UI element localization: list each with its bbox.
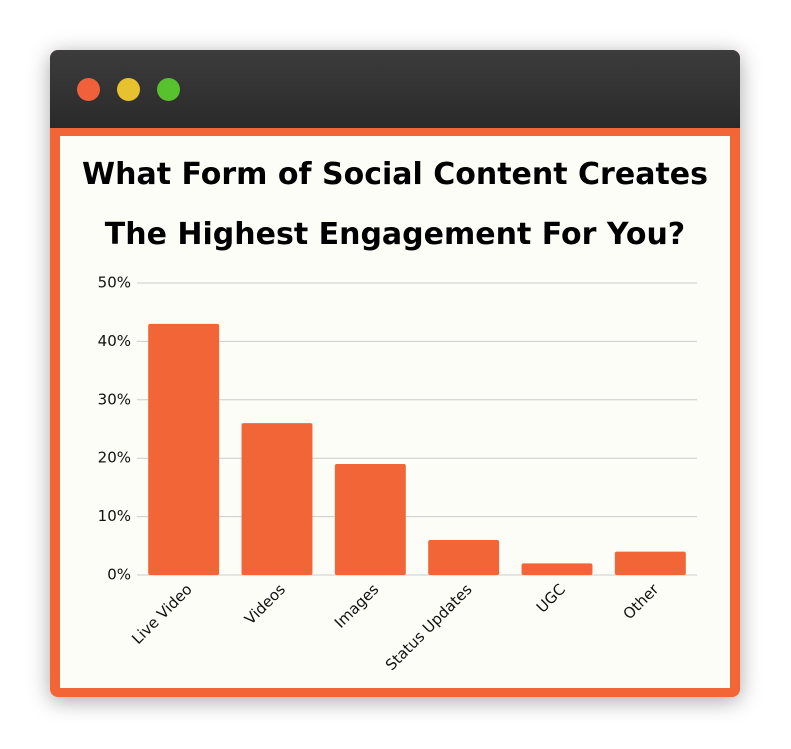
maximize-button[interactable] — [157, 78, 180, 101]
bar — [428, 539, 500, 575]
y-tick-label: 20% — [98, 449, 131, 467]
browser-window — [50, 50, 740, 697]
x-tick-label: Live Video — [128, 580, 195, 647]
minimize-button[interactable] — [117, 78, 140, 101]
y-tick-label: 0% — [107, 566, 131, 584]
x-tick-label: Videos — [241, 580, 289, 628]
y-tick-label: 10% — [98, 507, 131, 525]
x-tick-label: Other — [619, 580, 662, 623]
chart-title: What Form of Social Content Creates The … — [82, 157, 708, 252]
bar — [241, 423, 313, 575]
x-tick-label: Status Updates — [382, 580, 476, 674]
bar — [521, 563, 593, 575]
y-tick-label: 50% — [98, 274, 131, 292]
bar — [148, 323, 220, 575]
y-tick-label: 40% — [98, 332, 131, 350]
x-tick-label: UGC — [533, 580, 569, 616]
y-tick-label: 30% — [98, 390, 131, 408]
bar — [334, 464, 406, 575]
bar — [614, 551, 686, 575]
close-button[interactable] — [77, 78, 100, 101]
title-bar — [50, 50, 740, 128]
x-tick-label: Images — [331, 580, 383, 632]
